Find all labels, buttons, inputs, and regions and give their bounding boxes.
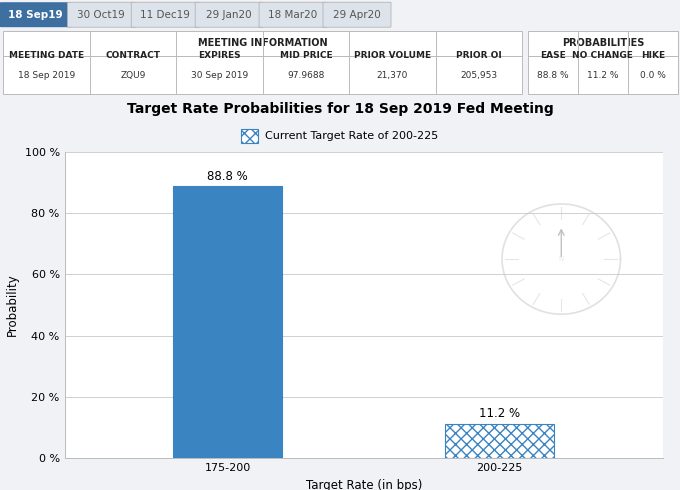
- Text: Target Rate Probabilities for 18 Sep 2019 Fed Meeting: Target Rate Probabilities for 18 Sep 201…: [126, 102, 554, 116]
- Text: 11.2 %: 11.2 %: [479, 407, 520, 420]
- Text: 97.9688: 97.9688: [288, 71, 325, 79]
- Text: NO CHANGE: NO CHANGE: [573, 51, 633, 60]
- Text: 11 Dec19: 11 Dec19: [140, 10, 190, 20]
- Text: PROBABILITIES: PROBABILITIES: [562, 38, 644, 49]
- FancyBboxPatch shape: [0, 2, 71, 27]
- Text: 29 Apr20: 29 Apr20: [333, 10, 381, 20]
- Text: 88.8 %: 88.8 %: [207, 170, 248, 183]
- Text: PRIOR OI: PRIOR OI: [456, 51, 502, 60]
- Text: EXPIRES: EXPIRES: [199, 51, 241, 60]
- Text: PRIOR VOLUME: PRIOR VOLUME: [354, 51, 431, 60]
- Text: CONTRACT: CONTRACT: [105, 51, 160, 60]
- FancyBboxPatch shape: [323, 2, 391, 27]
- Text: MEETING DATE: MEETING DATE: [9, 51, 84, 60]
- Text: 30 Sep 2019: 30 Sep 2019: [191, 71, 248, 79]
- Text: ZQU9: ZQU9: [120, 71, 146, 79]
- Text: 18 Sep19: 18 Sep19: [8, 10, 63, 20]
- Text: 205,953: 205,953: [460, 71, 498, 79]
- X-axis label: Target Rate (in bps): Target Rate (in bps): [305, 479, 422, 490]
- Text: MEETING INFORMATION: MEETING INFORMATION: [198, 38, 328, 49]
- Text: EASE: EASE: [540, 51, 566, 60]
- Text: Current Target Rate of 200-225: Current Target Rate of 200-225: [265, 131, 439, 141]
- Bar: [528, 31, 678, 94]
- Text: 18 Sep 2019: 18 Sep 2019: [18, 71, 75, 79]
- FancyBboxPatch shape: [67, 2, 135, 27]
- Text: 21,370: 21,370: [377, 71, 408, 79]
- Bar: [3, 31, 522, 94]
- Text: 30 Oct19: 30 Oct19: [78, 10, 125, 20]
- Text: 18 Mar20: 18 Mar20: [269, 10, 318, 20]
- Text: 88.8 %: 88.8 %: [537, 71, 568, 79]
- FancyBboxPatch shape: [259, 2, 327, 27]
- FancyBboxPatch shape: [131, 2, 199, 27]
- Text: 0.0 %: 0.0 %: [640, 71, 666, 79]
- Text: 29 Jan20: 29 Jan20: [206, 10, 252, 20]
- Bar: [173, 186, 282, 458]
- Text: N: N: [559, 256, 564, 262]
- Text: HIKE: HIKE: [641, 51, 665, 60]
- Bar: [241, 129, 258, 143]
- Y-axis label: Probability: Probability: [6, 273, 19, 337]
- FancyBboxPatch shape: [195, 2, 263, 27]
- Text: MID PRICE: MID PRICE: [279, 51, 333, 60]
- Text: 11.2 %: 11.2 %: [587, 71, 619, 79]
- Bar: [445, 424, 554, 458]
